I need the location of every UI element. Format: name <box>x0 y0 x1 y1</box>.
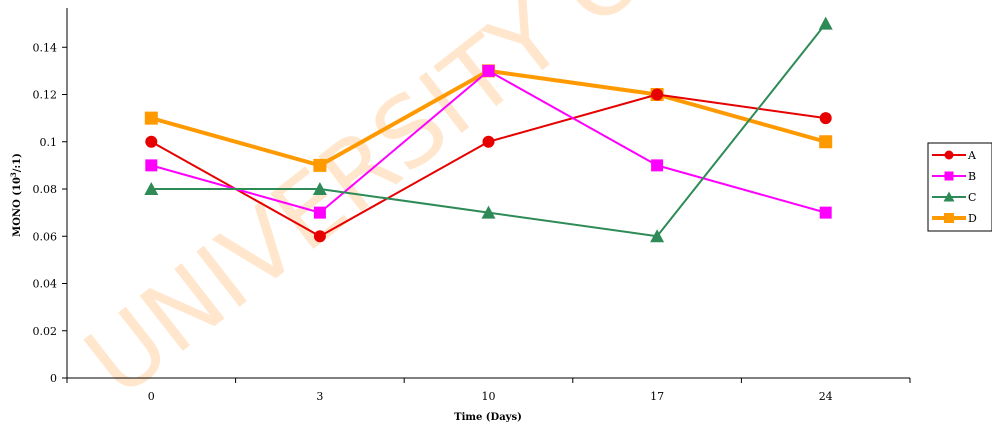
data-point-A <box>482 135 495 148</box>
y-axis-title-sup: 3 <box>9 172 18 177</box>
legend-marker <box>944 171 954 181</box>
legend-label: C <box>968 191 976 204</box>
data-point-A <box>651 88 664 101</box>
series-layer <box>144 16 833 243</box>
legend-item-A: A <box>932 149 977 162</box>
legend-marker <box>943 191 955 202</box>
legend-item-D: D <box>932 212 977 225</box>
data-point-C <box>312 182 327 195</box>
y-tick-label: 0.08 <box>33 183 58 196</box>
data-point-D <box>313 158 327 172</box>
legend-label: B <box>968 170 976 183</box>
y-axis-title-tail: /:1) <box>12 153 23 172</box>
series-A <box>145 88 832 243</box>
y-tick-label: 0.1 <box>40 136 58 149</box>
data-point-B <box>482 64 495 77</box>
legend-label: D <box>968 212 977 225</box>
tick-labels: 0 0.02 0.04 0.06 0.08 0.1 0.12 0.14 0 3 10 17 24 <box>33 41 833 403</box>
data-point-C <box>650 229 665 243</box>
data-point-A <box>313 230 326 243</box>
legend-marker <box>944 150 954 160</box>
y-tick-label: 0.12 <box>33 89 58 102</box>
legend-marker <box>944 213 954 223</box>
data-point-A <box>819 112 832 125</box>
x-tick-label: 24 <box>819 390 833 403</box>
legend-item-B: B <box>932 170 976 183</box>
y-tick-label: 0.14 <box>33 41 58 54</box>
data-point-B <box>313 206 326 219</box>
y-tick-label: 0.02 <box>33 325 58 338</box>
y-tick-label: 0 <box>50 372 57 385</box>
watermark: UNIVERSITY OF IBADAN <box>65 0 992 418</box>
watermark-text: UNIVERSITY OF IBADAN <box>65 0 992 418</box>
axes <box>62 8 911 383</box>
x-tick-label: 0 <box>148 390 155 403</box>
data-point-B <box>819 206 832 219</box>
x-axis-title: Time (Days) <box>454 412 522 423</box>
data-point-A <box>145 135 158 148</box>
x-tick-label: 10 <box>482 390 496 403</box>
legend-item-C: C <box>932 191 976 204</box>
data-point-C <box>144 182 159 195</box>
legend-label: A <box>967 149 977 162</box>
data-point-B <box>145 159 158 172</box>
x-tick-label: 3 <box>316 390 323 403</box>
data-point-D <box>819 135 833 149</box>
data-point-D <box>144 111 158 125</box>
y-axis-title-main: MONO (10 <box>12 177 23 237</box>
y-axis-title: MONO (103/:1) <box>9 153 24 237</box>
y-tick-label: 0.06 <box>33 230 58 243</box>
series-C <box>144 16 833 243</box>
data-point-B <box>651 159 664 172</box>
series-B <box>145 64 832 219</box>
x-tick-label: 17 <box>650 390 664 403</box>
y-tick-label: 0.04 <box>33 278 58 291</box>
data-point-C <box>481 205 496 219</box>
data-point-C <box>818 16 833 30</box>
